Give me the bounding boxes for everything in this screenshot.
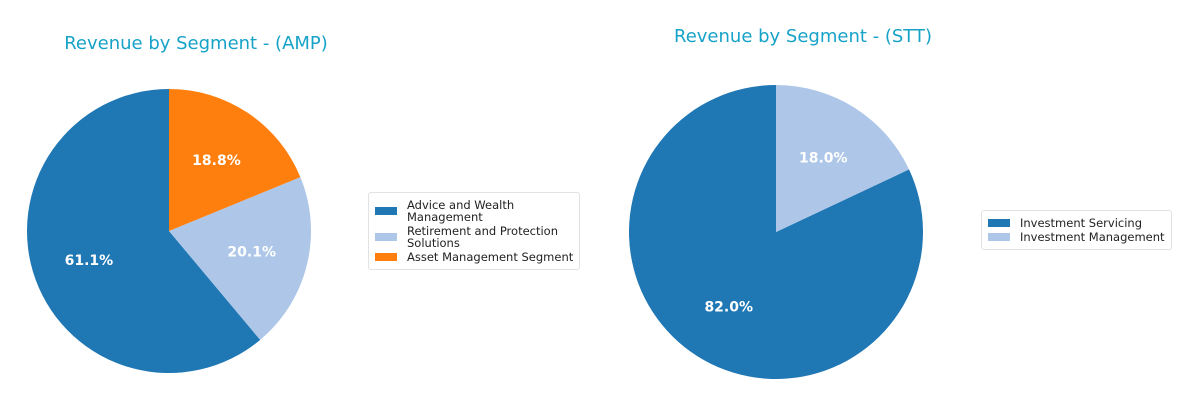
swatch-icon <box>375 233 397 241</box>
amp-chart-title: Revenue by Segment - (AMP) <box>64 33 328 54</box>
pie-slice <box>169 88 301 231</box>
slice-percent-label: 18.0% <box>799 151 848 167</box>
slice-percent-label: 61.1% <box>65 253 114 269</box>
swatch-icon <box>375 253 397 261</box>
stt-legend: Investment Servicing Investment Manageme… <box>981 210 1172 250</box>
legend-item-asset-management: Asset Management Segment <box>375 251 573 263</box>
slice-percent-label: 20.1% <box>227 244 276 260</box>
pie-slice <box>776 85 910 232</box>
slice-percent-label: 82.0% <box>704 299 753 315</box>
stt-chart-title: Revenue by Segment - (STT) <box>674 26 932 47</box>
amp-legend: Advice and Wealth Management Retirement … <box>368 192 581 270</box>
legend-item-advice-wealth: Advice and Wealth Management <box>375 199 573 223</box>
swatch-icon <box>375 207 397 215</box>
legend-item-investment-management: Investment Management <box>988 231 1165 243</box>
legend-item-retirement-protection: Retirement and Protection Solutions <box>375 225 573 249</box>
pie-slice <box>27 89 261 373</box>
swatch-icon <box>988 219 1010 227</box>
amp-pie-chart: 61.1% 20.1% 18.8% <box>27 88 311 373</box>
pie-slice <box>169 177 311 340</box>
legend-item-investment-servicing: Investment Servicing <box>988 217 1165 229</box>
swatch-icon <box>988 233 1010 241</box>
slice-percent-label: 18.8% <box>192 153 241 169</box>
stt-pie-chart: 82.0% 18.0% <box>629 85 923 379</box>
